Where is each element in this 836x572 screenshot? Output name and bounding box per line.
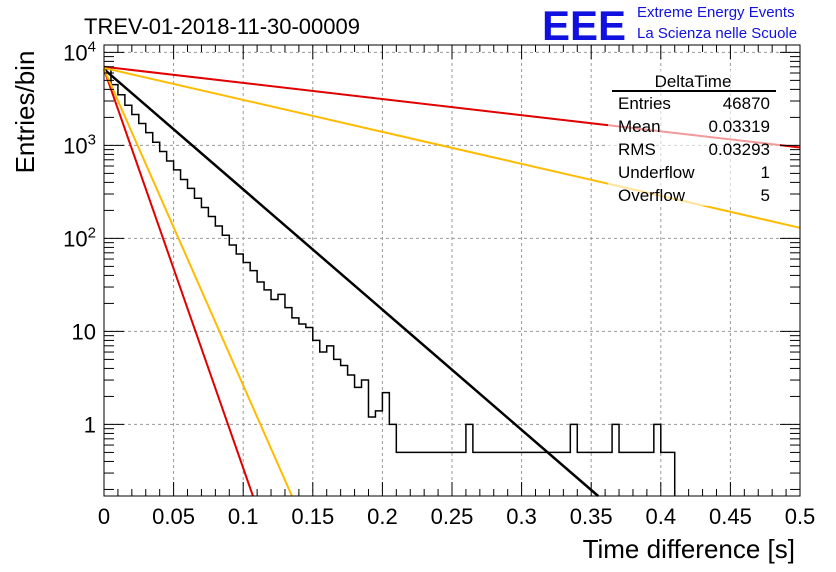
eee-logo-line1: Extreme Energy Events [637,4,795,21]
eee-logo: EEE Extreme Energy Events La Scienza nel… [542,2,797,49]
x-tick-label: 0.4 [646,504,677,529]
x-tick-label: 0.2 [367,504,398,529]
histogram-outline [104,68,676,496]
histogram [104,68,676,496]
fit-line [103,68,254,497]
stats-value: 1 [761,163,770,182]
y-tick-label: 104 [63,38,96,65]
fit-line [103,68,599,497]
eee-logo-mark: EEE [542,2,626,49]
stats-label: Underflow [618,163,695,182]
y-tick-exponent: 4 [88,38,96,55]
y-axis-label: Entries/bin [10,51,40,174]
stats-value: 0.03319 [709,117,770,136]
chart-title: TREV-01-2018-11-30-00009 [84,14,360,39]
stats-value: 46870 [723,94,770,113]
fit-line [103,68,293,497]
x-tick-label: 0.25 [431,504,474,529]
stats-label: Entries [618,94,671,113]
x-axis-label: Time difference [s] [583,534,795,564]
x-tick-label: 0.5 [785,504,816,529]
stats-name: DeltaTime [655,72,732,91]
y-tick-label: 1 [84,412,96,437]
stats-box-bg [608,70,780,206]
x-tick-label: 0 [98,504,110,529]
x-tick-label: 0.3 [506,504,537,529]
stats-value: 5 [761,186,770,205]
x-tick-label: 0.45 [709,504,752,529]
stats-label: Mean [618,117,661,136]
stats-box: DeltaTime Entries 46870 Mean 0.03319 RMS… [608,70,780,206]
stats-label: RMS [618,140,656,159]
eee-logo-line2: La Scienza nelle Scuole [637,25,797,42]
y-tick-label: 10 [72,319,96,344]
x-tick-label: 0.1 [228,504,259,529]
x-tick-label: 0.15 [291,504,334,529]
y-tick-label: 103 [63,131,96,158]
y-tick-label: 102 [63,224,96,251]
y-tick-exponent: 2 [88,224,96,241]
stats-label: Overflow [618,186,686,205]
x-tick-label: 0.05 [152,504,195,529]
y-tick-exponent: 3 [88,131,96,148]
axes: 0 0.05 0.1 0.15 0.2 0.25 0.3 0.35 0.4 0.45 0.5 1 10 1… [63,38,815,529]
stats-value: 0.03293 [709,140,770,159]
x-tick-label: 0.35 [570,504,613,529]
